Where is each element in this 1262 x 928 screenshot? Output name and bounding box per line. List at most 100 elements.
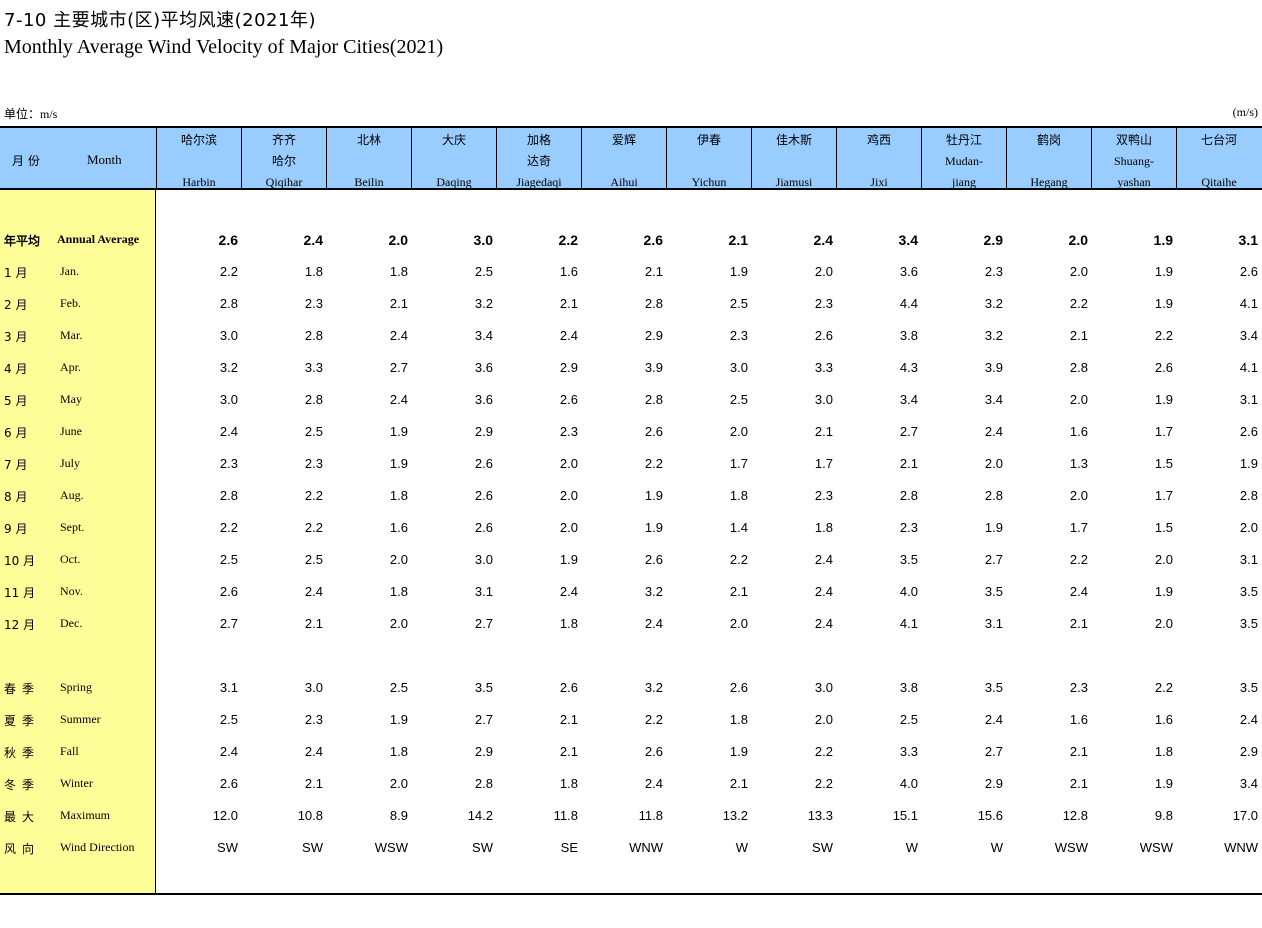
table-cell: 2.6 [644,552,663,567]
table-cell: 2.7 [389,360,408,375]
row-label-chinese: 秋季 [4,746,41,760]
table-cell: 3.9 [984,360,1003,375]
table-cell: 2.0 [388,232,408,248]
table-cell: 2.4 [304,744,323,759]
table-cell: SW [217,840,238,855]
table-cell: 1.7 [814,456,833,471]
column-header-chinese-line1: 牡丹江 [945,133,982,147]
table-cell: 2.0 [1069,488,1088,503]
table-cell: 1.7 [1154,424,1173,439]
table-row: 8 月 Aug. 2.8 2.2 1.8 2.6 2.0 1.9 1.8 2.3 2.8 2.8 2.0… [0,487,1262,505]
table-cell: WNW [1224,840,1258,855]
table-cell: 2.6 [729,680,748,695]
table-cell: 2.3 [984,264,1003,279]
table-cell: 2.1 [1069,744,1088,759]
table-cell: 1.9 [389,456,408,471]
table-cell: 2.0 [559,520,578,535]
table-cell: 2.0 [389,616,408,631]
table-cell: WSW [1139,840,1173,855]
table-cell: 9.8 [1154,808,1173,823]
table-cell: 4.3 [899,360,918,375]
table-cell: 2.4 [389,392,408,407]
table-cell: 1.3 [1069,456,1088,471]
row-label-chinese: 夏季 [4,714,41,728]
row-label-english: May [60,392,82,406]
table-cell: 4.1 [1239,360,1258,375]
table-row: 年平均 Annual Average 2.6 2.4 2.0 3.0 2.2 2.6 2.1 2.… [0,231,1262,249]
table-cell: 11.8 [553,808,578,823]
table-cell: 2.3 [219,456,238,471]
table-cell: 3.1 [1239,392,1258,407]
row-label-english: Maximum [60,808,110,822]
table-cell: 3.2 [474,296,493,311]
table-cell: SE [560,840,578,855]
table-cell: 3.2 [644,680,663,695]
table-cell: 15.1 [892,808,918,823]
table-cell: 2.8 [984,488,1003,503]
column-header-chinese-line1: 北林 [356,133,381,147]
column-header-english-line1: Shuang- [1114,154,1154,168]
column-header-chinese-line1: 齐齐 [271,133,296,147]
table-cell: 3.8 [899,680,918,695]
row-label-english: Winter [60,776,93,790]
table-row: 10 月 Oct. 2.5 2.5 2.0 3.0 1.9 2.6 2.2 2.4 3.5 2.7 2.… [0,551,1262,569]
table-cell: 2.3 [304,712,323,727]
table-cell: 13.3 [807,808,833,823]
table-cell: 2.8 [1069,360,1088,375]
table-cell: 3.0 [814,680,833,695]
table-cell: 1.7 [1069,520,1088,535]
table-cell: 1.5 [1154,520,1173,535]
table-cell: 3.8 [899,328,918,343]
table-cell: 2.1 [1069,328,1088,343]
row-label-english: Sept. [60,520,85,534]
column-header-english-line2: Jiamusi [775,175,813,189]
column-header-chinese-line1: 加格 [526,133,551,147]
table-cell: 2.8 [304,392,323,407]
column-header-english-line2: Qiqihar [265,175,303,189]
table-cell: 3.5 [1239,616,1258,631]
table-cell: 2.3 [729,328,748,343]
table-cell: 2.3 [814,296,833,311]
table-cell: 2.5 [729,392,748,407]
table-cell: 1.8 [304,264,323,279]
table-cell: 1.7 [1154,488,1173,503]
table-cell: 2.3 [899,520,918,535]
column-header-chinese-line2: 达奇 [526,154,551,168]
row-label-english: Fall [60,744,79,758]
table-cell: 3.4 [1239,328,1258,343]
table-cell: 2.4 [814,616,833,631]
table-cell: 1.8 [1154,744,1173,759]
table-cell: 2.2 [1069,552,1088,567]
column-header-english-line2: Beilin [354,175,384,189]
table-cell: 2.6 [1239,424,1258,439]
row-label-english: Spring [60,680,93,694]
table-cell: 2.2 [1154,680,1173,695]
table-cell: 1.9 [644,520,663,535]
table-cell: 2.4 [559,328,578,343]
table-cell: 2.8 [644,296,663,311]
table-cell: 3.2 [644,584,663,599]
table-cell: 1.9 [1154,392,1173,407]
table-cell: 1.8 [729,488,748,503]
table-cell: 12.0 [212,808,238,823]
row-label-chinese: 7 月 [4,458,28,472]
table-cell: 2.9 [559,360,578,375]
row-label-chinese: 9 月 [4,522,28,536]
table-cell: 2.6 [474,456,493,471]
table-cell: 2.1 [1069,776,1088,791]
table-cell: 1.8 [389,264,408,279]
month-header-english: Month [87,152,122,167]
table-cell: 1.9 [644,488,663,503]
table-cell: SW [472,840,493,855]
table-cell: 1.9 [559,552,578,567]
table-cell: 2.7 [984,552,1003,567]
table-cell: 3.4 [984,392,1003,407]
page-title-english: Monthly Average Wind Velocity of Major C… [4,36,444,58]
table-cell: 3.5 [1239,584,1258,599]
column-header-6: 伊春 Yichun [666,128,751,190]
table-cell: 2.1 [1069,616,1088,631]
row-label-chinese: 冬季 [4,778,41,792]
column-header-chinese-line1: 哈尔滨 [180,133,217,147]
table-cell: 1.4 [729,520,748,535]
table-cell: 8.9 [389,808,408,823]
